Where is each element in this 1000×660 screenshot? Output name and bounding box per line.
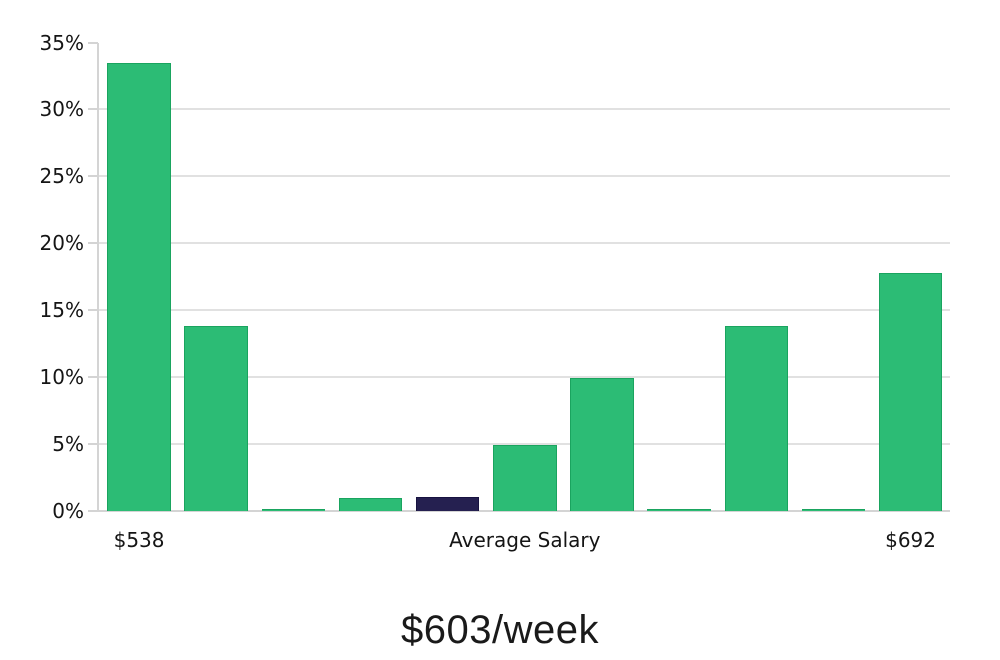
- x-axis-baseline: [88, 510, 950, 512]
- y-tick-mark-35%: [88, 41, 98, 44]
- bar-1: [184, 326, 248, 511]
- gridline-25pct: [98, 175, 950, 178]
- y-tick-label-30%: 30%: [39, 97, 84, 122]
- y-axis-line: [97, 42, 99, 511]
- bar-0: [107, 63, 171, 511]
- chart-title: $603/week: [401, 608, 599, 652]
- bar-2: [261, 509, 326, 511]
- y-tick-mark-30%: [88, 108, 98, 111]
- y-tick-label-20%: 20%: [39, 231, 84, 256]
- y-tick-label-35%: 35%: [39, 30, 84, 55]
- bar-9: [801, 509, 866, 511]
- y-tick-label-5%: 5%: [52, 432, 84, 457]
- gridline-30pct: [98, 108, 950, 111]
- y-tick-mark-5%: [88, 443, 98, 446]
- y-tick-mark-10%: [88, 376, 98, 379]
- y-tick-mark-25%: [88, 175, 98, 178]
- y-tick-label-15%: 15%: [39, 298, 84, 323]
- gridline-5pct: [98, 443, 950, 446]
- bar-6: [570, 378, 634, 511]
- x-tick-label-0: $538: [113, 528, 165, 552]
- gridline-20pct: [98, 242, 950, 245]
- bar-8: [724, 326, 788, 511]
- y-tick-label-10%: 10%: [39, 365, 84, 390]
- bar-3: [338, 498, 403, 511]
- y-tick-mark-15%: [88, 309, 98, 312]
- x-tick-label-5: Average Salary: [449, 528, 601, 552]
- gridline-15pct: [98, 309, 950, 312]
- bar-10: [878, 273, 943, 511]
- gridline-10pct: [98, 376, 950, 379]
- y-tick-mark-20%: [88, 242, 98, 245]
- bar-highlight-average: [415, 497, 480, 511]
- bar-5: [493, 445, 557, 511]
- bar-7: [647, 509, 711, 511]
- y-tick-label-0%: 0%: [52, 499, 84, 523]
- x-tick-label-10: $692: [885, 528, 936, 552]
- y-tick-label-25%: 25%: [39, 164, 84, 189]
